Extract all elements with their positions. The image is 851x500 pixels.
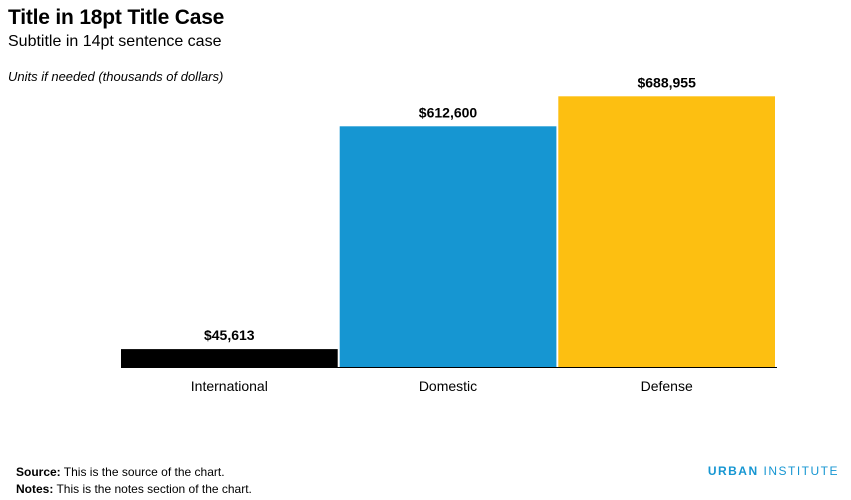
chart-title: Title in 18pt Title Case bbox=[8, 6, 225, 29]
source-label: Source: bbox=[16, 465, 61, 479]
bar-defense bbox=[558, 96, 775, 368]
x-tick-label: Defense bbox=[641, 378, 693, 394]
notes-text: This is the notes section of the chart. bbox=[53, 482, 252, 496]
units-label: Units if needed (thousands of dollars) bbox=[8, 69, 224, 84]
data-label: $688,955 bbox=[637, 74, 696, 90]
urban-institute-logo: URBAN INSTITUTE bbox=[708, 464, 839, 478]
source-note: Source: This is the source of the chart. bbox=[16, 465, 225, 479]
logo-text-urban: URBAN bbox=[707, 464, 759, 478]
x-tick-label: International bbox=[191, 378, 268, 394]
notes-note: Notes: This is the notes section of the … bbox=[16, 482, 252, 496]
data-label: $612,600 bbox=[419, 104, 478, 120]
notes-label: Notes: bbox=[16, 482, 54, 496]
x-tick-label: Domestic bbox=[419, 378, 477, 394]
bar-domestic bbox=[339, 126, 557, 367]
data-label: $45,613 bbox=[204, 327, 255, 343]
logo-text-institute: INSTITUTE bbox=[758, 464, 839, 478]
source-text: This is the source of the chart. bbox=[60, 465, 225, 479]
bar-international bbox=[121, 349, 338, 367]
chart-subtitle: Subtitle in 14pt sentence case bbox=[8, 33, 222, 50]
